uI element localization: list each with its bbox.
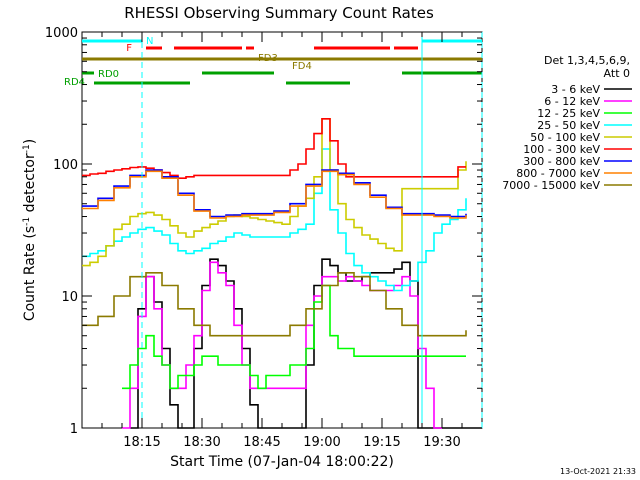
x-tick-label: 18:30 [183,435,220,450]
series-line-5 [82,118,466,179]
flag-bar-f [314,46,390,50]
flag-label-n: N [146,36,153,47]
legend-label: 12 - 25 keV [537,107,600,120]
series-line-0 [130,258,482,429]
y-tick-label: 1000 [45,26,78,41]
vertical-markers [141,32,483,428]
flag-bar-rd0 [202,71,274,75]
legend-label: 300 - 800 keV [523,155,600,168]
y-axis: 1 10 100 1000 [45,26,482,437]
y-axis-label: Count Rate (s-1 detector-1) [22,139,38,321]
x-tick-label: 19:00 [303,435,340,450]
legend-label: 50 - 100 keV [530,131,600,144]
x-axis-label: Start Time (07-Jan-04 18:00:22) [170,454,394,470]
flag-label-rd4: RD4 [64,77,85,88]
series-line-8 [82,272,467,337]
series-layer [82,118,482,429]
flag-bar-f [394,46,418,50]
flag-label-f: F [126,43,132,54]
series-line-3 [82,148,467,292]
y-axis-label-exp1: -1 [22,217,32,226]
y-tick-label: 100 [53,158,78,173]
y-axis-label-exp2: -1 [22,144,32,153]
flag-bar-rd4 [286,81,350,85]
legend-label: 800 - 7000 keV [516,167,600,180]
series-line-4 [82,118,467,267]
flag-bar-rd0 [82,71,94,75]
legend-label: 25 - 50 keV [537,119,600,132]
legend-label: 100 - 300 keV [523,143,600,156]
flag-bar-f [174,46,242,50]
flag-labels: N F FD3 FD4 RD0 RD4 [64,36,312,88]
y-axis-label-mid: detector [22,153,38,217]
generated-timestamp: 13-Oct-2021 21:33 [560,467,636,476]
flag-bar-n [422,39,482,43]
x-tick-label: 18:45 [243,435,280,450]
series-line-2 [122,284,466,390]
y-tick-label: 1 [70,422,78,437]
x-tick-label: 19:30 [423,435,460,450]
x-tick-label: 19:15 [363,435,400,450]
y-tick-label: 10 [61,290,78,305]
legend-label: 7000 - 15000 keV [502,179,600,192]
chart-title: RHESSI Observing Summary Count Rates [124,4,434,22]
flag-bar-f [146,46,162,50]
y-axis-label-main: Count Rate (s [22,226,38,321]
flag-bar-f [246,46,254,50]
legend-label: 6 - 12 keV [544,95,600,108]
legend-label: 3 - 6 keV [551,83,600,96]
flag-bar-rd0 [402,71,482,75]
x-axis: 18:15 18:30 18:45 19:00 19:15 19:30 [101,32,463,450]
flag-bar-n [82,39,142,43]
flag-label-fd4: FD4 [292,61,312,72]
legend-header-line-1: Det 1,3,4,5,6,9, [544,54,630,67]
legend-header-line-2: Att 0 [604,67,630,80]
series-line-7 [82,170,467,219]
x-tick-label: 18:15 [123,435,160,450]
flag-bar-fd [82,57,482,61]
flag-label-fd3: FD3 [258,53,278,64]
flag-label-rd0: RD0 [98,69,119,80]
y-axis-label-end: ) [22,139,38,144]
